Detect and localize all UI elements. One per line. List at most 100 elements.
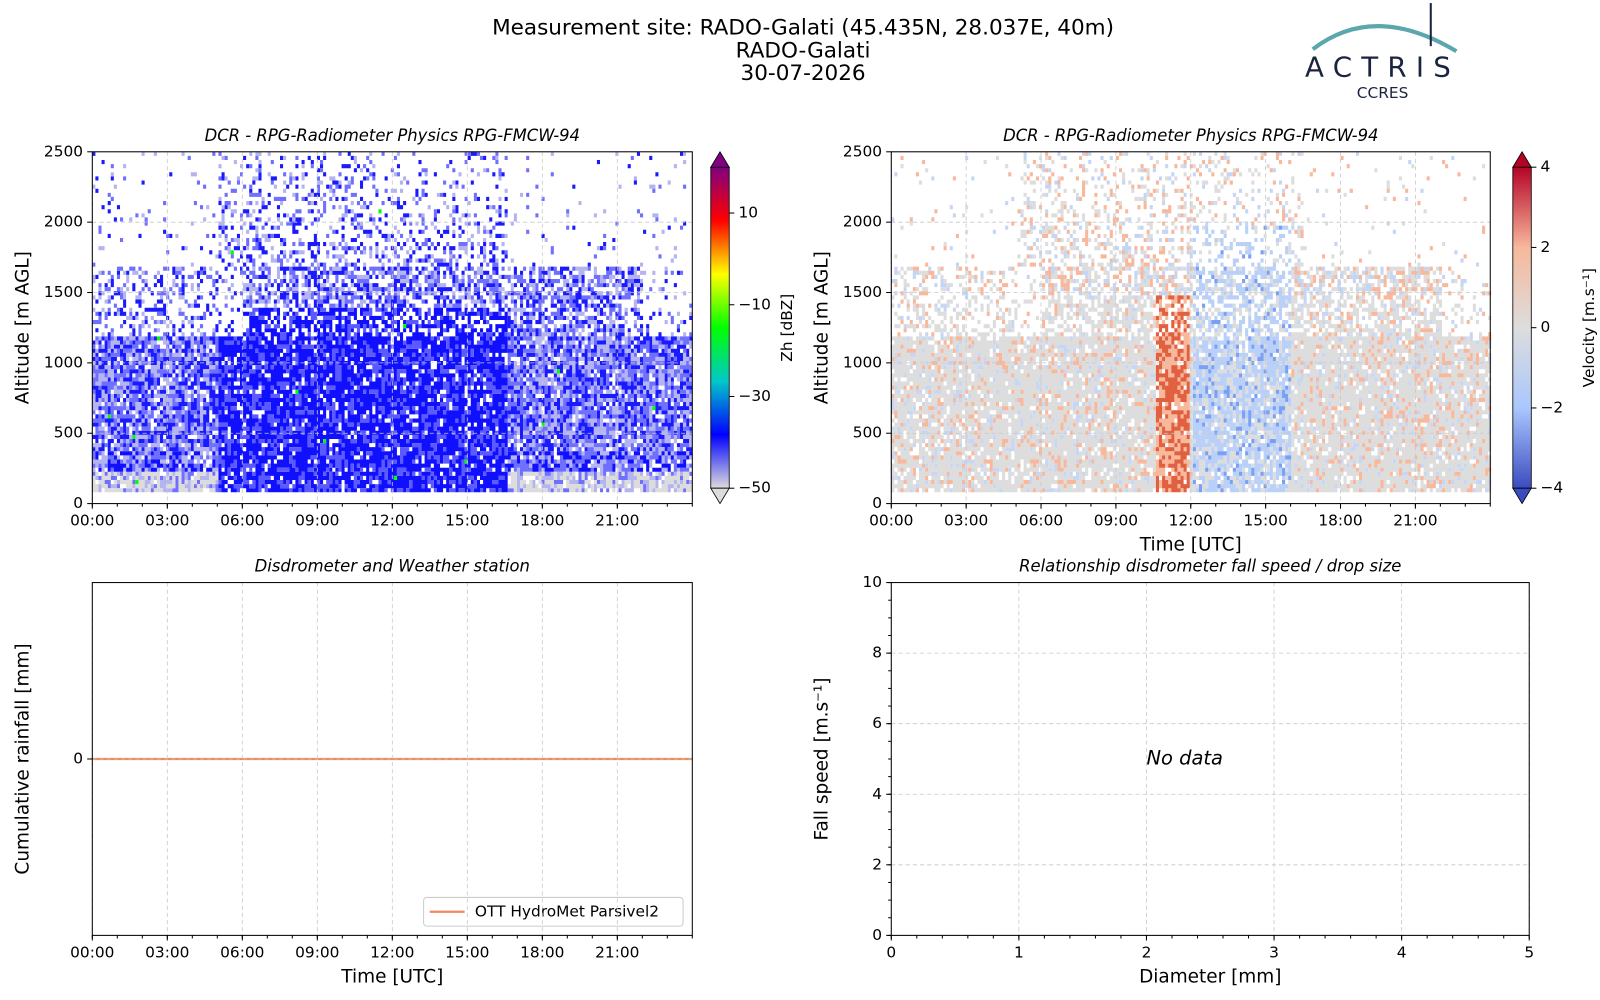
x-tick-label: 03:00: [145, 512, 189, 530]
x-tick-label: 18:00: [1318, 512, 1362, 530]
colorbar-tick-label: −30: [738, 387, 770, 405]
colorbar-tick-label: 0: [1541, 318, 1551, 336]
logo-arc: [1311, 24, 1458, 54]
y-axis-label: Altitude [m AGL]: [812, 251, 833, 404]
x-tick-label: 3: [1269, 943, 1279, 961]
plot-frame: [890, 582, 1530, 936]
x-tick-label: 4: [1397, 943, 1407, 961]
y-tick-label: 1000: [44, 353, 83, 371]
y-tick-label: 0: [872, 494, 882, 512]
plot-frame: [890, 151, 1491, 505]
figure-title: Measurement site: RADO-Galati (45.435N, …: [492, 16, 1114, 41]
y-tick-label: 0: [872, 926, 882, 944]
plot-title: DCR - RPG-Radiometer Physics RPG-FMCW-94: [1003, 126, 1378, 145]
logo-subtitle: CCRES: [1357, 84, 1409, 102]
x-tick-label: 1: [1014, 943, 1024, 961]
x-tick-label: 06:00: [220, 512, 264, 530]
radar-texture: [92, 471, 693, 493]
colorbar-tick-label: 10: [738, 204, 758, 222]
x-tick-label: 15:00: [1243, 512, 1287, 530]
legend-label: OTT HydroMet Parsivel2: [475, 902, 659, 920]
radar-texture: [92, 151, 693, 493]
colorbar-extend-top: [710, 150, 730, 168]
y-tick-label: 1500: [843, 283, 882, 301]
y-tick-label: 2: [872, 855, 882, 873]
x-tick-label: 18:00: [520, 943, 564, 961]
y-axis-label: Cumulative rainfall [mm]: [13, 643, 34, 874]
x-tick-label: 21:00: [1393, 512, 1437, 530]
plot-frame: [91, 151, 693, 505]
x-tick-label: 12:00: [370, 512, 414, 530]
x-tick-label: 06:00: [220, 943, 264, 961]
colorbar-extend-bottom: [1512, 487, 1533, 505]
colorbar: [1512, 166, 1532, 489]
y-tick-label: 500: [853, 424, 882, 442]
y-axis-label: Altitude [m AGL]: [13, 251, 34, 404]
radar-texture: [891, 151, 1486, 296]
radar-texture: [95, 307, 693, 493]
y-tick-label: 2000: [44, 213, 83, 231]
x-axis-label: Time [UTC]: [1139, 535, 1242, 556]
colorbar-tick-label: −2: [1541, 398, 1564, 416]
x-tick-label: 03:00: [145, 943, 189, 961]
x-tick-label: 00:00: [70, 943, 114, 961]
x-tick-label: 09:00: [295, 512, 339, 530]
panel: −4 −2 0 2 4 Velocity [m.s⁻¹] 00:00 03:00 06:00 09…: [812, 126, 1599, 556]
radar-texture: [891, 295, 1492, 493]
y-tick-label: 2500: [44, 142, 83, 160]
radar-texture: [92, 151, 693, 452]
plot-frame: [91, 582, 693, 936]
y-tick-label: 1000: [843, 353, 882, 371]
y-tick-label: 2000: [843, 213, 882, 231]
y-tick-label: 0: [73, 749, 83, 767]
x-tick-label: 5: [1524, 943, 1534, 961]
y-tick-label: 8: [872, 644, 882, 662]
y-tick-label: 6: [872, 714, 882, 732]
x-tick-label: 00:00: [869, 512, 913, 530]
colorbar-tick-label: −4: [1541, 479, 1564, 497]
logo-name: ACTRIS: [1305, 51, 1460, 84]
x-tick-label: 00:00: [70, 512, 114, 530]
logo: ACTRIS CCRES: [1305, 3, 1460, 102]
y-tick-label: 4: [872, 785, 882, 803]
plot-title: Relationship disdrometer fall speed / dr…: [1019, 557, 1401, 576]
x-tick-label: 15:00: [445, 512, 489, 530]
x-tick-label: 09:00: [295, 943, 339, 961]
panel: OTT HydroMet Parsivel2 00:00 03:00 06:00 09:…: [13, 557, 693, 987]
legend-box: [423, 896, 684, 927]
x-axis-label: Time [UTC]: [340, 966, 443, 987]
y-tick-label: 500: [54, 424, 83, 442]
colorbar-tick-label: 2: [1541, 238, 1551, 256]
y-axis-label: Fall speed [m.s⁻¹]: [812, 677, 833, 840]
x-tick-label: 03:00: [944, 512, 988, 530]
colorbar-tick-label: 4: [1541, 158, 1551, 176]
x-tick-label: 15:00: [445, 943, 489, 961]
colorbar: [710, 166, 730, 489]
x-tick-label: 06:00: [1019, 512, 1063, 530]
panel: −50 −30 −10 10 Zh [dBZ] 00:00 03:00 06:00 09:00 1…: [13, 126, 797, 530]
plot-area: [891, 582, 1530, 936]
x-tick-label: 0: [886, 943, 896, 961]
x-tick-label: 21:00: [595, 943, 639, 961]
figure-subtitle: RADO-Galati: [736, 38, 871, 63]
plot-title: DCR - RPG-Radiometer Physics RPG-FMCW-94: [205, 126, 580, 145]
y-tick-label: 0: [73, 494, 83, 512]
colorbar-label: Zh [dBZ]: [778, 294, 796, 362]
colorbar-extend-top: [1512, 150, 1533, 168]
x-tick-label: 21:00: [595, 512, 639, 530]
radar-texture: [891, 151, 1492, 493]
plot-title: Disdrometer and Weather station: [255, 557, 530, 576]
radar-texture: [218, 307, 508, 493]
colorbar-tick-label: −50: [738, 479, 770, 497]
colorbar-tick-label: −10: [738, 295, 770, 313]
y-tick-label: 1500: [44, 283, 83, 301]
annotation: No data: [1146, 746, 1223, 769]
y-tick-label: 10: [862, 573, 882, 591]
figure-date: 30-07-2026: [741, 61, 866, 86]
y-tick-label: 2500: [843, 142, 882, 160]
x-tick-label: 09:00: [1094, 512, 1138, 530]
colorbar-extend-bottom: [710, 487, 730, 505]
x-tick-label: 12:00: [370, 943, 414, 961]
x-tick-label: 12:00: [1169, 512, 1213, 530]
